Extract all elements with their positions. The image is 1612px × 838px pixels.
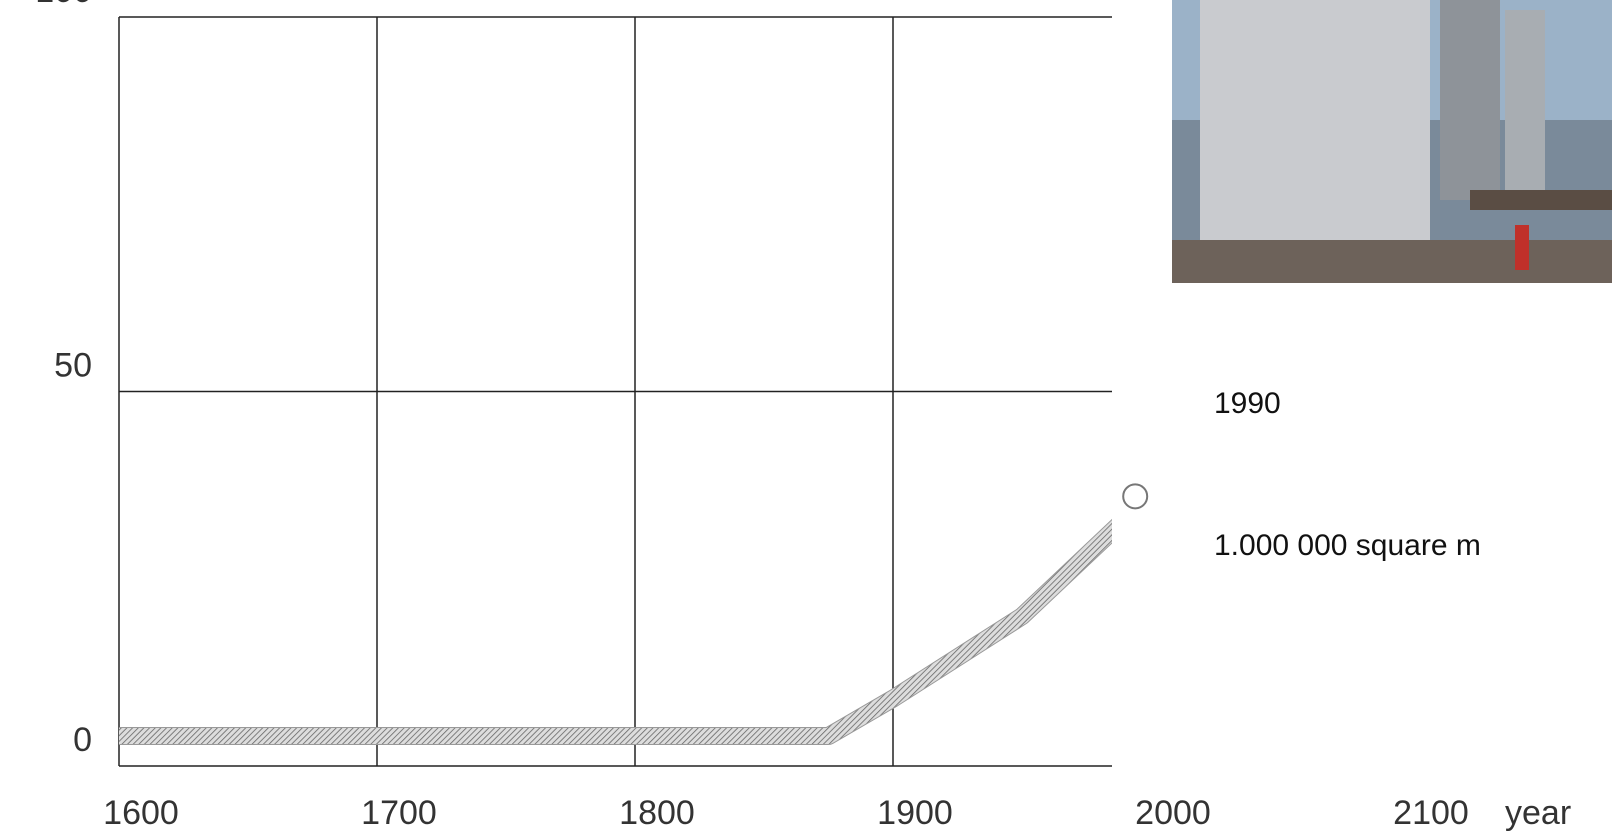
plot bbox=[118, 16, 1112, 767]
x-tick-label: 1900 bbox=[877, 794, 953, 832]
x-tick-label: 1800 bbox=[619, 794, 695, 832]
line-series bbox=[119, 518, 1112, 746]
x-tick-label: 2100 bbox=[1393, 794, 1469, 832]
y-tick-label: 50 bbox=[54, 346, 92, 384]
y-tick-label: 0 bbox=[73, 721, 92, 759]
x-tick-label: 1700 bbox=[361, 794, 437, 832]
highlight-point bbox=[1122, 483, 1149, 510]
annotation-year: 1990 bbox=[1214, 387, 1281, 420]
x-tick-label: 2000 bbox=[1135, 794, 1211, 832]
x-axis-label: year bbox=[1505, 794, 1571, 832]
y-tick-label: 100 bbox=[35, 0, 92, 10]
x-tick-label: 1600 bbox=[103, 794, 179, 832]
annotation-area: 1.000 000 square m bbox=[1214, 529, 1481, 562]
line-series bbox=[119, 520, 1112, 745]
photo bbox=[1172, 0, 1612, 283]
